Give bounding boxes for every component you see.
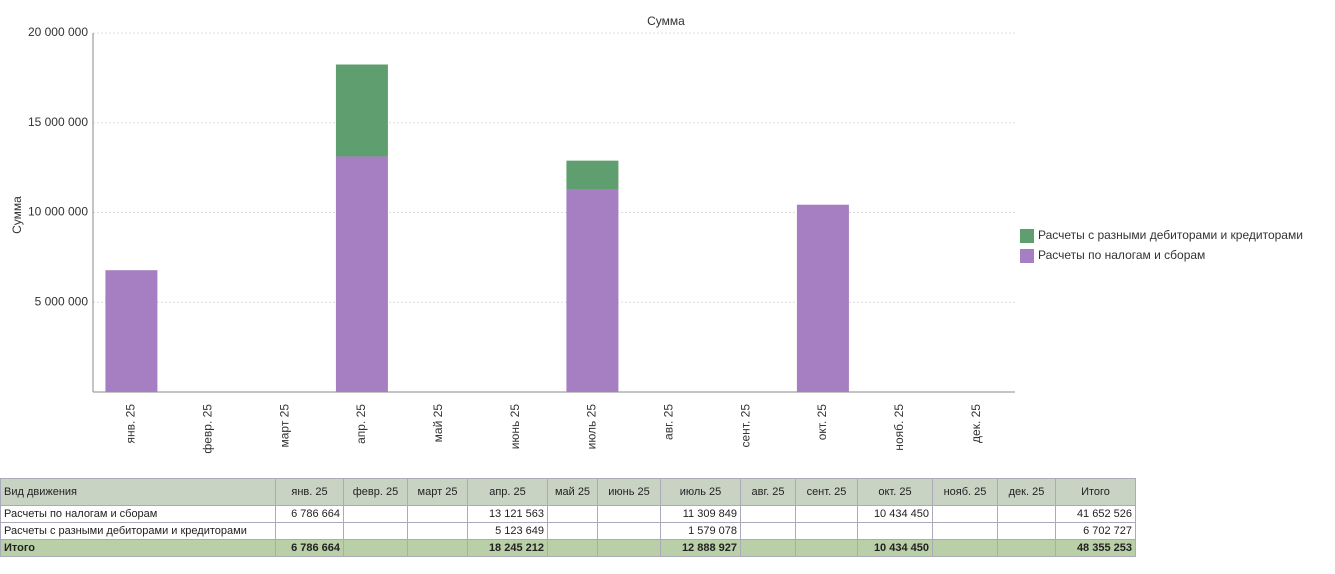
bar-segment	[796, 204, 849, 392]
table-cell: Итого	[1055, 478, 1136, 506]
legend-label: Расчеты по налогам и сборам	[1038, 248, 1205, 262]
bar-segment	[335, 156, 388, 392]
y-tick-label: 15 000 000	[28, 115, 88, 129]
x-tick-label: апр. 25	[354, 404, 368, 444]
table-cell: 11 309 849	[660, 505, 741, 523]
table-cell	[597, 539, 661, 557]
legend-swatch	[1020, 249, 1034, 263]
table-cell	[343, 522, 408, 540]
bar-segment	[566, 188, 619, 392]
table-cell: 6 786 664	[275, 539, 344, 557]
table-cell	[795, 505, 858, 523]
table-cell: 1 579 078	[660, 522, 741, 540]
x-tick-label: июнь 25	[508, 404, 522, 450]
table-cell	[740, 522, 796, 540]
table-cell: март 25	[407, 478, 468, 506]
table-cell: Расчеты с разными дебиторами и кредитора…	[0, 522, 276, 540]
bar-segment	[105, 270, 158, 392]
table-cell	[547, 505, 598, 523]
x-tick-label: февр. 25	[200, 404, 214, 454]
table-cell: июль 25	[660, 478, 741, 506]
table-cell: Расчеты по налогам и сборам	[0, 505, 276, 523]
bar-segment	[335, 64, 388, 157]
x-tick-label: дек. 25	[969, 404, 983, 443]
table-cell: 5 123 649	[467, 522, 548, 540]
x-tick-label: март 25	[277, 404, 291, 448]
x-tick-label: июль 25	[585, 404, 599, 450]
table-row: Вид движения янв. 25 февр. 25 март 25 апр. 2…	[0, 478, 1136, 506]
table-cell	[932, 505, 998, 523]
table-cell	[740, 539, 796, 557]
x-tick-label: май 25	[431, 404, 445, 443]
table-cell: Вид движения	[0, 478, 276, 506]
table-cell	[997, 522, 1056, 540]
table-cell	[407, 522, 468, 540]
x-tick-label: янв. 25	[124, 404, 138, 444]
table-cell: 6 786 664	[275, 505, 344, 523]
legend-swatch	[1020, 229, 1034, 243]
table-cell: авг. 25	[740, 478, 796, 506]
table-cell	[597, 505, 661, 523]
table-cell: февр. 25	[343, 478, 408, 506]
table-cell: янв. 25	[275, 478, 344, 506]
x-tick-label: нояб. 25	[892, 404, 906, 451]
y-tick-label: 5 000 000	[35, 294, 89, 308]
table-cell	[932, 539, 998, 557]
y-tick-label: 10 000 000	[28, 205, 88, 219]
y-tick-label: 20 000 000	[28, 25, 88, 39]
table-cell	[275, 522, 344, 540]
table-cell	[407, 539, 468, 557]
table-cell: апр. 25	[467, 478, 548, 506]
y-axis-label: Сумма	[10, 196, 24, 234]
table-row: Расчеты по налогам и сборам 6 786 664 13 1…	[0, 505, 1136, 523]
table-cell: окт. 25	[857, 478, 933, 506]
table-cell	[795, 539, 858, 557]
table-cell	[997, 539, 1056, 557]
legend-label: Расчеты с разными дебиторами и кредитора…	[1038, 228, 1303, 242]
table-cell: нояб. 25	[932, 478, 998, 506]
table-cell: сент. 25	[795, 478, 858, 506]
table-row: Итого 6 786 664 18 245 212 12 888 927 10 434…	[0, 539, 1136, 557]
x-tick-label: авг. 25	[661, 404, 675, 440]
table-cell	[740, 505, 796, 523]
data-table: Вид движения янв. 25 февр. 25 март 25 апр. 2…	[0, 478, 1136, 557]
table-cell	[343, 539, 408, 557]
table-cell	[407, 505, 468, 523]
table-cell	[343, 505, 408, 523]
table-cell: 10 434 450	[857, 539, 933, 557]
table-cell	[547, 539, 598, 557]
table-cell: июнь 25	[597, 478, 661, 506]
table-cell	[857, 522, 933, 540]
x-tick-label: окт. 25	[815, 404, 829, 441]
table-cell	[547, 522, 598, 540]
table-cell: 13 121 563	[467, 505, 548, 523]
table-cell: 48 355 253	[1055, 539, 1136, 557]
chart-title: Сумма	[647, 14, 685, 28]
table-cell: дек. 25	[997, 478, 1056, 506]
table-cell	[932, 522, 998, 540]
table-row: Расчеты с разными дебиторами и кредитора…	[0, 522, 1136, 540]
table-cell: 10 434 450	[857, 505, 933, 523]
chart: Сумма Сумма 5 000 000 10 000 000 15 000 00…	[10, 14, 1303, 454]
table-cell: 6 702 727	[1055, 522, 1136, 540]
table-cell: 12 888 927	[660, 539, 741, 557]
bar-segment	[566, 160, 619, 189]
table-cell	[597, 522, 661, 540]
table-cell: 41 652 526	[1055, 505, 1136, 523]
table-cell: май 25	[547, 478, 598, 506]
table-cell	[997, 505, 1056, 523]
table-cell	[795, 522, 858, 540]
table-cell: 18 245 212	[467, 539, 548, 557]
table-cell: Итого	[0, 539, 276, 557]
x-tick-label: сент. 25	[738, 404, 752, 448]
